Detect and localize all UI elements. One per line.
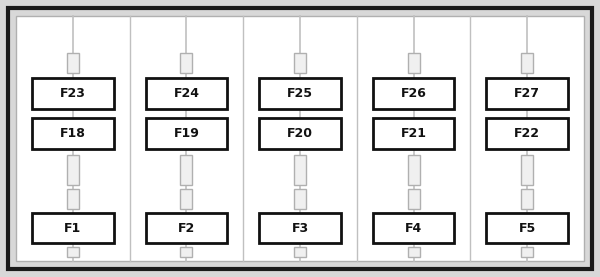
- Text: F25: F25: [287, 87, 313, 100]
- Bar: [259, 118, 341, 149]
- Bar: [294, 189, 306, 209]
- Bar: [32, 213, 113, 243]
- Bar: [181, 247, 193, 257]
- Bar: [407, 53, 419, 73]
- Text: F24: F24: [173, 87, 199, 100]
- Bar: [407, 247, 419, 257]
- Bar: [373, 78, 454, 109]
- Text: F2: F2: [178, 222, 195, 235]
- Text: F3: F3: [292, 222, 308, 235]
- Bar: [521, 53, 533, 73]
- Text: F4: F4: [405, 222, 422, 235]
- Bar: [294, 53, 306, 73]
- Bar: [259, 78, 341, 109]
- Bar: [181, 189, 193, 209]
- Bar: [181, 155, 193, 185]
- Bar: [67, 53, 79, 73]
- Bar: [373, 213, 454, 243]
- Bar: [146, 78, 227, 109]
- Text: F22: F22: [514, 127, 540, 140]
- Bar: [259, 213, 341, 243]
- Bar: [487, 118, 568, 149]
- Text: F23: F23: [60, 87, 86, 100]
- Bar: [146, 213, 227, 243]
- Bar: [487, 78, 568, 109]
- Text: F19: F19: [173, 127, 199, 140]
- Text: F1: F1: [64, 222, 82, 235]
- Text: F20: F20: [287, 127, 313, 140]
- Bar: [294, 155, 306, 185]
- Bar: [32, 78, 113, 109]
- Text: F27: F27: [514, 87, 540, 100]
- Bar: [407, 155, 419, 185]
- Text: F21: F21: [401, 127, 427, 140]
- Text: F18: F18: [60, 127, 86, 140]
- Bar: [487, 213, 568, 243]
- Bar: [67, 155, 79, 185]
- Bar: [32, 118, 113, 149]
- Bar: [16, 16, 584, 261]
- Bar: [521, 247, 533, 257]
- Bar: [373, 118, 454, 149]
- Bar: [181, 53, 193, 73]
- Bar: [294, 247, 306, 257]
- Text: F26: F26: [401, 87, 427, 100]
- Bar: [67, 189, 79, 209]
- Bar: [521, 155, 533, 185]
- Bar: [146, 118, 227, 149]
- Bar: [67, 247, 79, 257]
- Bar: [407, 189, 419, 209]
- Bar: [521, 189, 533, 209]
- Text: F5: F5: [518, 222, 536, 235]
